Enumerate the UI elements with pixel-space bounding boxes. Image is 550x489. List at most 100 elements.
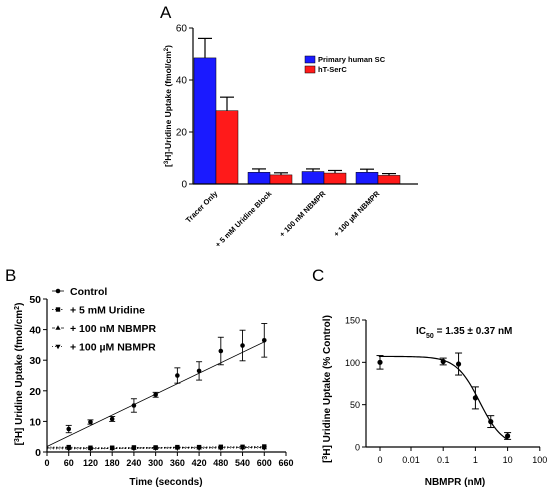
panel-a-y-axis: 0 20 40 60 xyxy=(176,24,193,191)
panel-c-xtick-label: 0.01 xyxy=(402,455,420,465)
panel-a-category-label: + 5 mM Uridine Block xyxy=(213,188,274,249)
panel-a-category-label: + 100 µM NBMPR xyxy=(332,189,382,239)
panel-b-point xyxy=(109,416,115,422)
panel-c-ytick-label: 0 xyxy=(355,443,360,453)
panel-c-point xyxy=(488,419,494,425)
panel-a-category-label: + 100 nM NBMPR xyxy=(278,189,328,239)
panel-b-xtick-label: 360 xyxy=(170,458,185,468)
panel-b-xtick-label: 180 xyxy=(105,458,120,468)
panel-b-ylabel-p2: H] Uridine Uptake (fmol/cm xyxy=(14,310,25,438)
panel-b-point xyxy=(218,446,224,451)
panel-a-bar xyxy=(247,172,271,185)
ic50-p2: = 1.35 ± 0.37 nM xyxy=(434,326,513,337)
panel-c-xtick-label: 1 xyxy=(473,455,478,465)
panel-a-ytick-label: 40 xyxy=(176,76,188,87)
panel-c-ic50-annotation: IC50 = 1.35 ± 0.37 nM xyxy=(416,326,512,340)
panel-c-xtick-label: 10 xyxy=(503,455,513,465)
panel-a-category-label: Tracer Only xyxy=(184,188,220,224)
panel-b-xtick-label: 480 xyxy=(213,458,228,468)
panel-c-xtick-label: 0.1 xyxy=(437,455,450,465)
panel-a-ylabel-p4: ) xyxy=(163,45,173,48)
panel-a: A [3H]-Uridine Uptake (fmol/cm2) 0 20 40 60… xyxy=(160,3,418,249)
panel-b-xtick-label: 540 xyxy=(235,458,250,468)
panel-c-plot xyxy=(376,352,512,440)
panel-b-point xyxy=(174,446,180,452)
panel-a-bar xyxy=(269,174,293,185)
panel-b-legend-marker xyxy=(55,307,61,312)
legend-label-ht-serc: hT-SerC xyxy=(318,65,347,74)
panel-b-point xyxy=(175,373,180,378)
panel-a-bar xyxy=(323,172,347,185)
panel-b-point xyxy=(153,392,158,398)
panel-b-ytick-label: 40 xyxy=(29,325,41,337)
panel-b-xtick-label: 0 xyxy=(44,458,49,468)
panel-b-point xyxy=(66,426,72,432)
panel-b-point xyxy=(196,446,202,452)
panel-a-bar xyxy=(355,172,379,185)
panel-b-point xyxy=(88,419,93,425)
panel-c-point xyxy=(455,361,462,367)
panel-c-ylabel-p0: [ xyxy=(322,459,333,463)
panel-a-category-labels: Tracer Only+ 5 mM Uridine Block + 100 nM … xyxy=(184,188,382,249)
panel-a-bar xyxy=(377,175,401,185)
panel-b-xlabel: Time (seconds) xyxy=(129,477,202,488)
panel-b-xtick-label: 300 xyxy=(148,458,163,468)
panel-a-bar xyxy=(193,57,217,185)
legend-swatch-ht-serc xyxy=(304,65,316,74)
panel-c-letter: C xyxy=(312,266,324,285)
panel-c-point xyxy=(505,433,511,439)
panel-b-point xyxy=(240,343,245,348)
panel-a-bar xyxy=(215,110,239,185)
panel-b-ylabel: [3H] Uridine Uptake (fmol/cm2) xyxy=(14,303,26,446)
panel-a-ytick-label: 60 xyxy=(176,24,188,35)
panel-b-plot xyxy=(46,323,268,452)
panel-c-xtick-label: 100 xyxy=(532,455,547,465)
panel-b: B [3H] Uridine Uptake (fmol/cm2) 0 10 20 30… xyxy=(5,266,294,488)
panel-b-ytick-label: 20 xyxy=(29,386,41,398)
panel-b-point xyxy=(261,446,267,451)
panel-b-legend-marker xyxy=(55,325,61,330)
panel-b-xtick-label: 240 xyxy=(126,458,141,468)
panel-b-ylabel-p3: 2 xyxy=(14,306,21,310)
panel-b-legend-marker xyxy=(55,344,61,350)
panel-c-xlabel: NBMPR (nM) xyxy=(425,477,486,488)
panel-b-point xyxy=(239,446,246,451)
panel-c-ylabel: [3H] Uridine Uptake (% Control) xyxy=(322,315,334,463)
panel-b-legend-label: + 5 mM Uridine xyxy=(70,305,145,317)
panel-b-point xyxy=(109,446,115,452)
panel-a-ylabel-p1: 3 xyxy=(164,160,170,164)
panel-c-ytick-label: 100 xyxy=(345,358,360,368)
panel-b-point xyxy=(131,403,137,408)
panel-c-ytick-label: 50 xyxy=(350,400,360,410)
panel-c-ylabel-p2: H] Uridine Uptake (% Control) xyxy=(322,315,333,456)
panel-c-point xyxy=(472,395,478,401)
panel-b-legend-label: + 100 nM NBMPR xyxy=(70,323,156,335)
panel-b-point xyxy=(196,368,202,374)
panel-b-point xyxy=(131,446,137,452)
panel-b-letter: B xyxy=(5,266,16,285)
panel-c-ytick-label: 150 xyxy=(345,316,360,326)
panel-a-ytick-label: 0 xyxy=(181,180,187,191)
panel-b-ytick-label: 30 xyxy=(29,355,41,367)
panel-b-ylabel-p0: [ xyxy=(14,441,25,445)
panel-a-ylabel-p0: [ xyxy=(163,164,173,167)
panel-a-letter: A xyxy=(160,3,172,22)
ic50-p0: IC xyxy=(416,326,426,337)
panel-b-legend-label: + 100 µM NBMPR xyxy=(70,342,156,354)
panel-b-axes: 0 10 20 30 40 50 0 60 120 180 240 300 360 420 480 540 60… xyxy=(29,294,293,468)
ic50-p1: 50 xyxy=(426,333,434,340)
panel-b-ytick-label: 50 xyxy=(29,294,41,306)
panel-b-ytick-label: 10 xyxy=(29,416,41,428)
panel-b-legend-label: Control xyxy=(70,286,107,298)
panel-c: C [3H] Uridine Uptake (% Control) 050100… xyxy=(312,266,547,488)
panel-c-axes: 0 50 100 150 0 0.01 0.1 1 10 100 xyxy=(345,316,547,466)
panel-b-xtick-label: 600 xyxy=(257,458,272,468)
panel-b-point xyxy=(66,447,72,452)
panel-b-legend-marker xyxy=(55,288,61,294)
panel-b-xtick-label: 420 xyxy=(192,458,207,468)
legend-label-primary-sc: Primary human SC xyxy=(318,55,386,64)
panel-c-ylabel-p1: 3 xyxy=(322,456,329,460)
panel-a-ylabel-p3: 2 xyxy=(164,47,170,51)
panel-b-legend: Control + 5 mM Uridine + 100 nM NBMPR + 100… xyxy=(52,286,156,354)
